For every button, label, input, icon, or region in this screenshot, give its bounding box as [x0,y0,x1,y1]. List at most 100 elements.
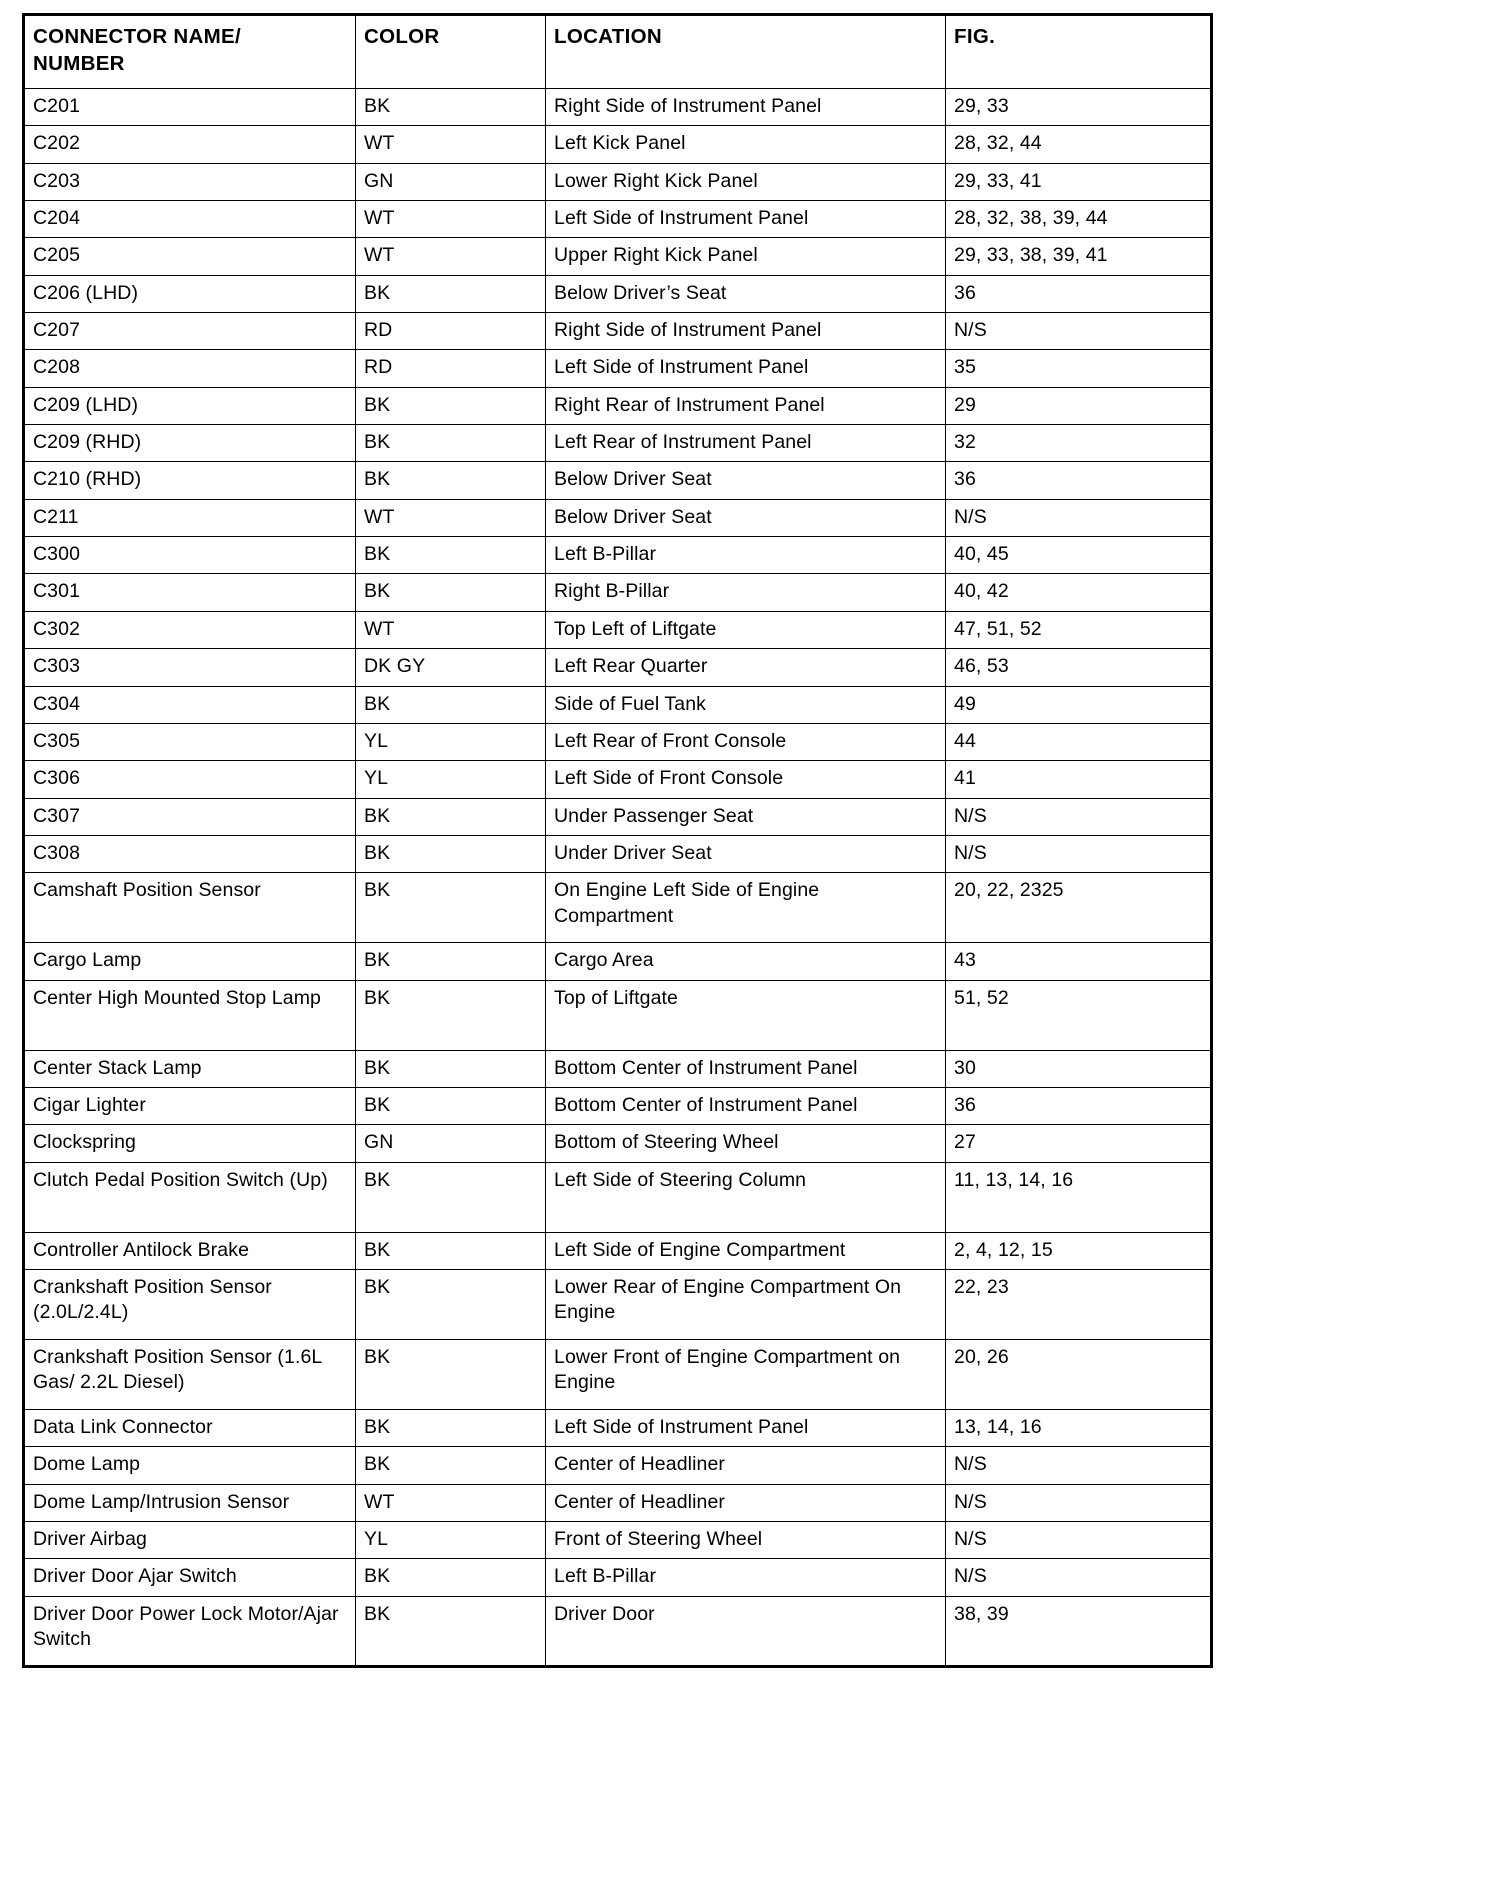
table-row: Camshaft Position Sensor BK On Engine Left… [23,872,1212,944]
table-row: C201 BK Right Side of Instrument Panel 29, … [23,87,1212,127]
table-row: C209 (RHD) BK Left Rear of Instrument Pane… [23,424,1212,463]
table-row: C302 WT Top Left of Liftgate 47, 51, 52 [23,610,1212,650]
cell-name: C301 [23,573,356,612]
cell-fig: 40, 45 [945,536,1212,575]
cell-name: C307 [23,797,356,836]
cell-location: Bottom of Steering Wheel [545,1124,946,1163]
cell-name: C308 [23,834,356,874]
cell-name: C209 (RHD) [23,424,356,463]
cell-fig: N/S [945,1446,1212,1485]
cell-name: Driver Door Power Lock Motor/Ajar Switch [23,1595,356,1667]
cell-color: BK [355,386,546,426]
cell-location: Side of Fuel Tank [545,685,946,724]
cell-fig: N/S [945,498,1212,538]
cell-color: WT [355,237,546,276]
cell-fig: 28, 32, 38, 39, 44 [945,200,1212,239]
cell-color: BK [355,87,546,127]
cell-location: Driver Door [545,1595,946,1667]
cell-fig: 28, 32, 44 [945,125,1212,164]
cell-fig: 49 [945,685,1212,724]
cell-color: BK [355,834,546,874]
cell-color: BK [355,536,546,575]
table-row: C303 DK GY Left Rear Quarter 46, 53 [23,648,1212,687]
cell-location: Left Side of Instrument Panel [545,200,946,239]
cell-name: Center Stack Lamp [23,1049,356,1088]
table-row: Center Stack Lamp BK Bottom Center of Inst… [23,1049,1212,1088]
cell-location: Right Rear of Instrument Panel [545,386,946,426]
cell-name: Clutch Pedal Position Switch (Up) [23,1161,356,1233]
cell-name: Cigar Lighter [23,1086,356,1126]
cell-fig: 20, 26 [945,1338,1212,1410]
cell-location: Right Side of Instrument Panel [545,87,946,127]
table-row: C210 (RHD) BK Below Driver Seat 36 [23,461,1212,500]
header-row: CONNECTOR NAME/ NUMBER COLOR LOCATION FI… [23,14,1212,89]
cell-location: Left Side of Engine Compartment [545,1231,946,1270]
cell-location: Top Left of Liftgate [545,610,946,650]
table-body: C201 BK Right Side of Instrument Panel 29, … [23,87,1212,1667]
cell-fig: 47, 51, 52 [945,610,1212,650]
cell-location: Right Side of Instrument Panel [545,312,946,351]
column-header-line1: CONNECTOR NAME/ [33,25,241,48]
cell-fig: 20, 22, 2325 [945,872,1212,944]
cell-color: BK [355,1268,546,1340]
cell-color: BK [355,685,546,724]
table-row: C307 BK Under Passenger Seat N/S [23,797,1212,836]
cell-location: Under Passenger Seat [545,797,946,836]
cell-name: C201 [23,87,356,127]
cell-name: C305 [23,722,356,762]
cell-name: Crankshaft Position Sensor (1.6L Gas/ 2.… [23,1338,356,1410]
cell-location: Left B-Pillar [545,1558,946,1597]
cell-fig: 29 [945,386,1212,426]
cell-fig: 46, 53 [945,648,1212,687]
cell-name: C205 [23,237,356,276]
cell-location: Lower Front of Engine Compartment on Eng… [545,1338,946,1410]
cell-name: Dome Lamp/Intrusion Sensor [23,1483,356,1522]
cell-location: On Engine Left Side of Engine Compartmen… [545,872,946,944]
cell-color: BK [355,424,546,463]
cell-name: C204 [23,200,356,239]
cell-color: DK GY [355,648,546,687]
cell-fig: 32 [945,424,1212,463]
cell-name: C202 [23,125,356,164]
cell-location: Left Rear Quarter [545,648,946,687]
cell-fig: N/S [945,1483,1212,1522]
table-row: Crankshaft Position Sensor (1.6L Gas/ 2.… [23,1338,1212,1410]
cell-name: Crankshaft Position Sensor (2.0L/2.4L) [23,1268,356,1340]
cell-name: C206 (LHD) [23,274,356,314]
cell-fig: 41 [945,760,1212,799]
table-row: Driver Airbag YL Front of Steering Wheel N/… [23,1520,1212,1560]
cell-location: Front of Steering Wheel [545,1520,946,1560]
cell-location: Left Kick Panel [545,125,946,164]
cell-color: BK [355,979,546,1051]
cell-location: Left Side of Front Console [545,760,946,799]
cell-name: Clockspring [23,1124,356,1163]
cell-fig: N/S [945,797,1212,836]
cell-color: YL [355,722,546,762]
cell-color: GN [355,162,546,202]
cell-fig: 44 [945,722,1212,762]
cell-color: BK [355,1161,546,1233]
table-row: Driver Door Ajar Switch BK Left B-Pillar N/… [23,1558,1212,1597]
table-row: C211 WT Below Driver Seat N/S [23,498,1212,538]
table-row: C207 RD Right Side of Instrument Panel N/S [23,312,1212,351]
table-row: Controller Antilock Brake BK Left Side of … [23,1231,1212,1270]
table-row: Clutch Pedal Position Switch (Up) BK Left … [23,1161,1212,1233]
table-row: C300 BK Left B-Pillar 40, 45 [23,536,1212,575]
cell-name: Data Link Connector [23,1408,356,1448]
cell-location: Left Rear of Instrument Panel [545,424,946,463]
cell-fig: N/S [945,1558,1212,1597]
cell-fig: 36 [945,461,1212,500]
table-row: C308 BK Under Driver Seat N/S [23,834,1212,874]
cell-color: WT [355,1483,546,1522]
cell-name: Driver Airbag [23,1520,356,1560]
table-row: C306 YL Left Side of Front Console 41 [23,760,1212,799]
cell-color: BK [355,942,546,981]
cell-location: Below Driver Seat [545,461,946,500]
cell-fig: 11, 13, 14, 16 [945,1161,1212,1233]
table-row: Dome Lamp BK Center of Headliner N/S [23,1446,1212,1485]
cell-fig: 29, 33, 38, 39, 41 [945,237,1212,276]
cell-name: C306 [23,760,356,799]
cell-location: Right B-Pillar [545,573,946,612]
table-row: Cargo Lamp BK Cargo Area 43 [23,942,1212,981]
cell-color: WT [355,200,546,239]
